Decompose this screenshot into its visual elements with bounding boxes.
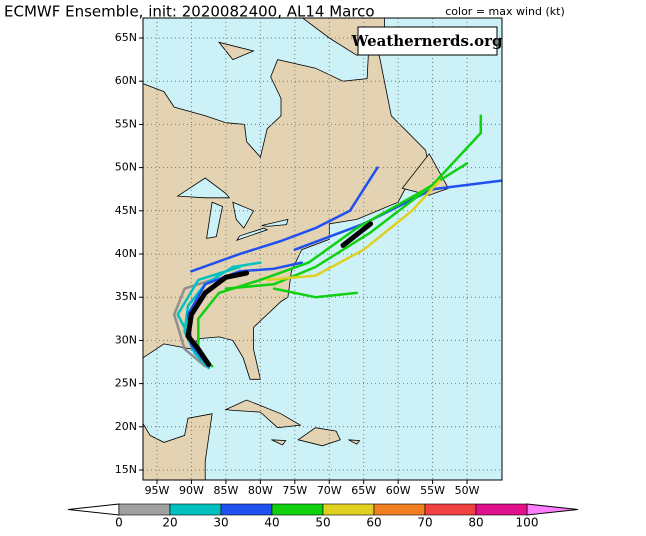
track (293, 179, 502, 251)
lon-label: 80W (248, 484, 273, 497)
lat-label: 15N (115, 463, 137, 476)
track (272, 287, 359, 299)
title: ECMWF Ensemble, init: 2020082400, AL14 M… (4, 3, 375, 21)
map-frame (142, 17, 503, 481)
lon-label: 55W (420, 484, 445, 497)
water (143, 18, 371, 159)
water (176, 177, 231, 199)
island (224, 399, 302, 429)
track (265, 179, 441, 282)
lat-label: 55N (115, 117, 137, 130)
lon-label: 50W (455, 484, 480, 497)
colorbar-label: 100 (516, 516, 539, 530)
lon-label: 60W (386, 484, 411, 497)
track (176, 265, 241, 342)
colorbar-label: 60 (366, 516, 381, 530)
island (297, 427, 341, 447)
island (271, 439, 287, 446)
water (235, 227, 269, 241)
lat-label: 60N (115, 74, 137, 87)
lat-label: 65N (115, 31, 137, 44)
lon-label: 65W (351, 484, 376, 497)
lat-label: 25N (115, 377, 137, 390)
colorbar-segment (271, 503, 324, 516)
colorbar-segment (169, 503, 222, 516)
colorbar-segment (373, 503, 426, 516)
colorbar-label: 40 (264, 516, 279, 530)
colorbar-label: 20 (162, 516, 177, 530)
colorbar-label: 80 (468, 516, 483, 530)
track (197, 162, 469, 368)
lon-label: 85W (213, 484, 238, 497)
water (261, 218, 289, 227)
lon-label: 75W (282, 484, 307, 497)
watermark: Weathernerds.org (350, 32, 503, 50)
track (190, 166, 379, 273)
track (183, 261, 262, 370)
track (185, 270, 250, 368)
colorbar-segment (220, 503, 273, 516)
track (340, 221, 374, 248)
colorbar-label: 0 (115, 516, 123, 530)
water (232, 201, 255, 229)
lat-label: 30N (115, 333, 137, 346)
lat-label: 35N (115, 290, 137, 303)
legend-title: color = max wind (kt) (445, 5, 565, 18)
colorbar-label: 30 (213, 516, 228, 530)
lon-label: 90W (179, 484, 204, 497)
colorbar-segment (322, 503, 375, 516)
lat-label: 50N (115, 161, 137, 174)
track (224, 114, 483, 290)
colorbar-segment (475, 503, 528, 516)
watermark-box (357, 26, 498, 56)
lat-label: 40N (115, 247, 137, 260)
lon-label: 95W (145, 484, 170, 497)
track (186, 261, 303, 368)
colorbar-label: 50 (315, 516, 330, 530)
colorbar-under (67, 503, 120, 516)
lat-label: 20N (115, 420, 137, 433)
colorbar-segment (118, 503, 171, 516)
colorbar-label: 70 (417, 516, 432, 530)
colorbar-segment (424, 503, 477, 516)
colorbar-over (526, 503, 579, 516)
island (348, 439, 361, 445)
lon-label: 70W (317, 484, 342, 497)
map (143, 18, 502, 480)
water (206, 201, 223, 239)
lat-label: 45N (115, 204, 137, 217)
